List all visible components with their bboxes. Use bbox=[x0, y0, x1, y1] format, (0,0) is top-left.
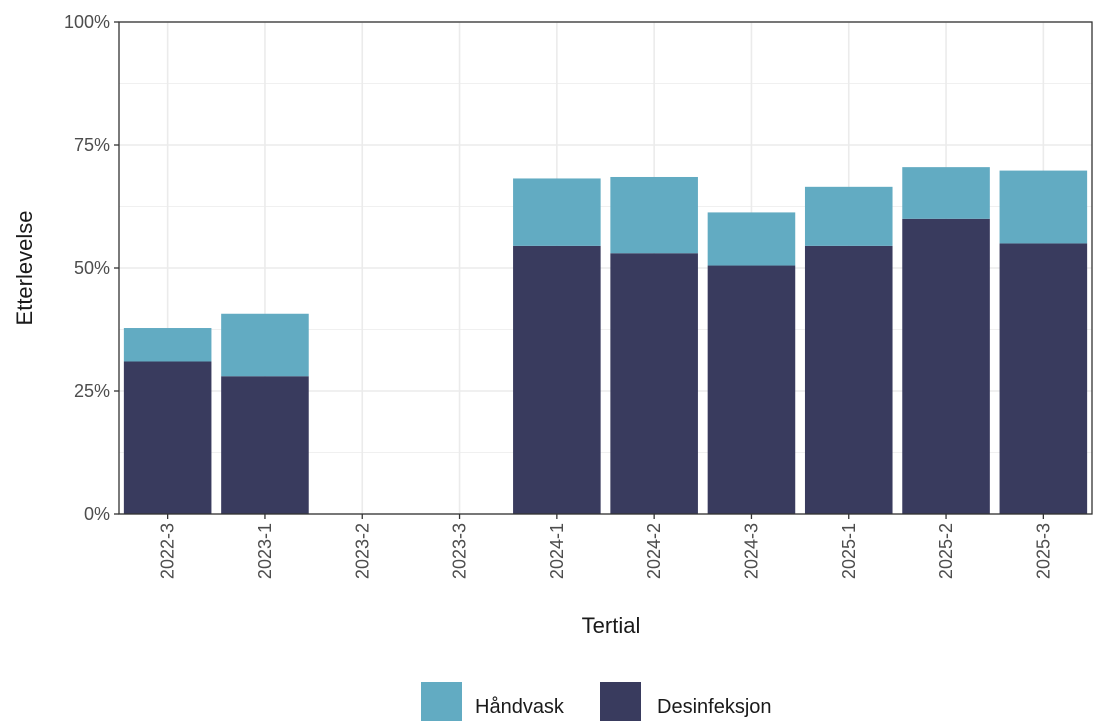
x-tick-label: 2023-3 bbox=[450, 523, 470, 579]
x-axis-title: Tertial bbox=[582, 613, 641, 638]
bar-desinfeksjon-2025-1 bbox=[804, 245, 893, 515]
x-tick-label: 2025-2 bbox=[936, 523, 956, 579]
bar-desinfeksjon-2022-3 bbox=[123, 361, 212, 514]
bar-desinfeksjon-2025-3 bbox=[999, 243, 1088, 514]
y-tick-label: 75% bbox=[74, 135, 110, 155]
bar-håndvask-2025-3 bbox=[999, 170, 1088, 244]
legend-label: Desinfeksjon bbox=[657, 696, 772, 718]
bar-desinfeksjon-2024-3 bbox=[707, 265, 796, 514]
x-tick-label: 2024-3 bbox=[741, 523, 761, 579]
legend: Håndvask Desinfeksjon bbox=[421, 682, 772, 721]
bar-håndvask-2024-2 bbox=[610, 176, 698, 254]
bar-håndvask-2023-1 bbox=[221, 313, 309, 377]
bar-desinfeksjon-2025-2 bbox=[902, 218, 990, 515]
bar-desinfeksjon-2023-1 bbox=[221, 376, 309, 514]
bar-desinfeksjon-2024-2 bbox=[610, 253, 698, 515]
x-tick-label: 2023-2 bbox=[352, 523, 372, 579]
y-tick-label: 100% bbox=[64, 12, 110, 32]
y-tick-label: 25% bbox=[74, 381, 110, 401]
y-axis: 0% 25% 50% 75% 100% bbox=[64, 12, 119, 524]
y-tick-label: 0% bbox=[84, 504, 110, 524]
x-tick-label: 2025-3 bbox=[1033, 523, 1053, 579]
legend-item-håndvask: Håndvask bbox=[421, 682, 565, 721]
x-tick-label: 2023-1 bbox=[255, 523, 275, 579]
bar-håndvask-2025-1 bbox=[804, 186, 893, 246]
bar-håndvask-2022-3 bbox=[123, 328, 212, 362]
legend-label: Håndvask bbox=[475, 696, 565, 718]
bar-håndvask-2024-3 bbox=[707, 212, 796, 266]
legend-key-desinfeksjon bbox=[600, 682, 641, 721]
bars bbox=[123, 167, 1088, 515]
y-axis-title: Etterlevelse bbox=[12, 211, 37, 326]
bar-håndvask-2025-2 bbox=[902, 167, 990, 219]
bar-håndvask-2024-1 bbox=[513, 178, 601, 246]
x-axis: 2022-3 2023-1 2023-2 2023-3 2024-1 2024-2 2024… bbox=[158, 514, 1053, 579]
legend-key-håndvask bbox=[421, 682, 462, 721]
x-tick-label: 2025-1 bbox=[839, 523, 859, 579]
x-tick-label: 2024-1 bbox=[547, 523, 567, 579]
bar-desinfeksjon-2024-1 bbox=[513, 245, 601, 515]
x-tick-label: 2024-2 bbox=[644, 523, 664, 579]
legend-item-desinfeksjon: Desinfeksjon bbox=[600, 682, 772, 721]
y-tick-label: 50% bbox=[74, 258, 110, 278]
x-tick-label: 2022-3 bbox=[158, 523, 178, 579]
